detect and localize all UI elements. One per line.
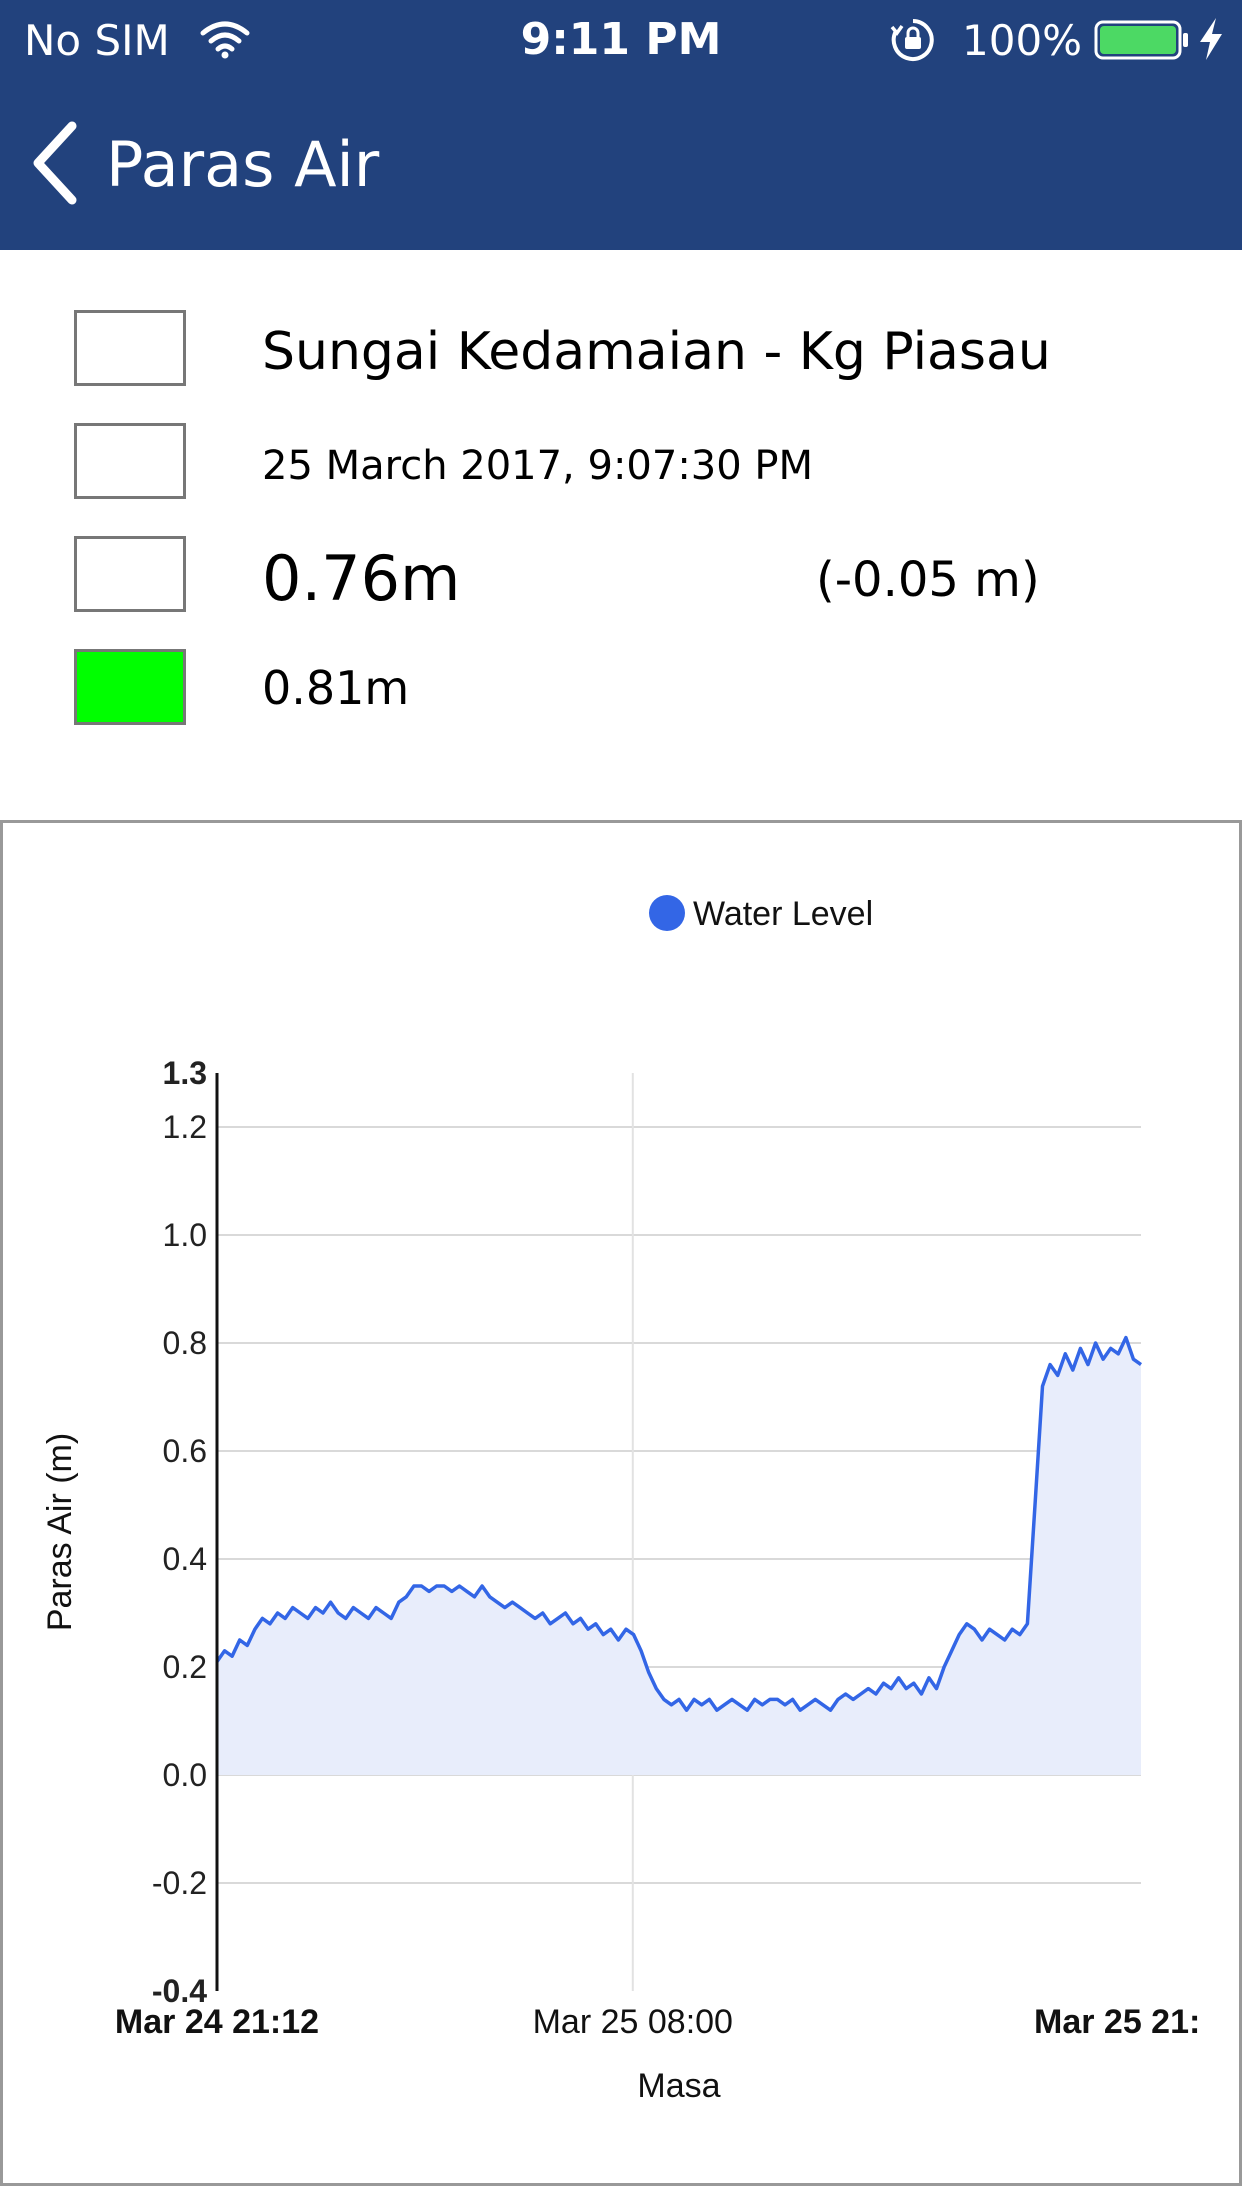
reference-level: 0.81m [262,661,410,715]
y-tick-label: 0.8 [163,1325,207,1361]
orientation-lock-icon [890,19,934,61]
level-change: (-0.05 m) [816,552,1040,608]
reading-datetime: 25 March 2017, 9:07:30 PM [262,443,814,489]
x-axis-title: Masa [637,2067,720,2105]
status-bar: No SIM 9:11 PM 100% [0,0,1242,80]
station-swatch [74,310,186,386]
y-tick-label: 1.0 [163,1217,207,1253]
y-tick-label: 1.2 [163,1109,207,1145]
page-title: Paras Air [106,128,380,201]
datetime-swatch [74,423,186,499]
app-header: No SIM 9:11 PM 100% Paras Air [0,0,1242,250]
battery-percentage: 100% [962,16,1083,65]
y-tick-label: 0.0 [163,1757,207,1793]
y-tick-label: 1.3 [163,1055,207,1091]
wifi-icon [200,21,250,59]
legend-label: Water Level [693,895,873,933]
current-level: 0.76m [262,542,461,615]
reference-swatch [74,649,186,725]
y-tick-label: -0.4 [152,1973,207,2009]
charging-icon [1200,18,1222,60]
carrier-label: No SIM [24,16,170,65]
y-tick-label: 0.4 [163,1541,207,1577]
chart-panel: 1.3 1.2 1.0 0.8 0.6 0.4 0.2 0.0 -0.2 -0.4 Mar 24 2… [0,820,1242,2186]
x-tick-label: Mar 25 08:00 [533,2003,733,2041]
level-swatch [74,536,186,612]
navigation-bar: Paras Air [0,80,1242,250]
y-tick-label: 0.6 [163,1433,207,1469]
x-tick-label: Mar 25 21: [1034,2003,1200,2041]
y-axis-title: Paras Air (m) [41,1433,79,1631]
legend-marker [649,895,685,931]
x-tick-label: Mar 24 21:12 [115,2003,319,2041]
y-tick-label: -0.2 [152,1865,207,1901]
chevron-left-icon[interactable] [30,120,80,206]
series-area [217,1337,1141,1775]
clock: 9:11 PM [520,14,722,65]
station-name: Sungai Kedamaian - Kg Piasau [262,322,1051,382]
battery-icon [1094,20,1188,60]
series-line [215,1335,1143,1712]
y-tick-label: 0.2 [163,1649,207,1685]
